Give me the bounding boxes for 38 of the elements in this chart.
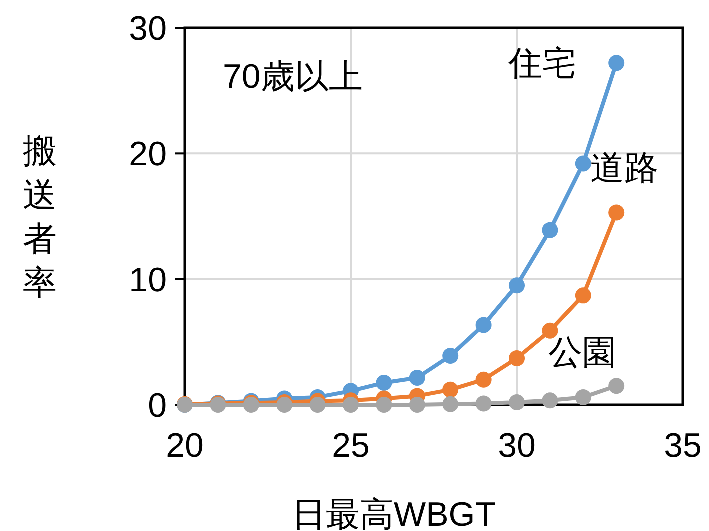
- point: [409, 397, 426, 413]
- y-tick-label: 0: [148, 387, 167, 425]
- point: [476, 372, 492, 388]
- x-tick-label: 30: [498, 427, 536, 465]
- x-tick-label: 25: [332, 427, 370, 465]
- point: [575, 389, 592, 406]
- point: [476, 317, 492, 334]
- y-tick-label: 30: [129, 10, 167, 48]
- point: [442, 348, 459, 364]
- point: [442, 382, 459, 398]
- point: [476, 396, 492, 412]
- x-tick-label: 20: [166, 427, 204, 465]
- annotation: 70歳以上: [223, 58, 363, 96]
- point: [509, 394, 525, 410]
- series-label: 公園: [548, 334, 617, 372]
- point: [409, 370, 426, 386]
- point: [575, 156, 592, 172]
- y-tick-label: 20: [129, 136, 167, 174]
- series-label: 住宅: [508, 45, 577, 84]
- point: [608, 378, 625, 394]
- point: [310, 397, 326, 413]
- point: [343, 397, 359, 413]
- x-tick-label: 35: [664, 427, 702, 465]
- point: [608, 55, 625, 72]
- point: [608, 204, 625, 221]
- point: [575, 288, 592, 304]
- point: [276, 397, 293, 413]
- point: [509, 350, 525, 367]
- point: [542, 392, 558, 409]
- point: [542, 222, 558, 238]
- y-tick-label: 10: [129, 261, 167, 300]
- point: [442, 396, 459, 412]
- y-axis-title: 搬送者率: [23, 132, 57, 302]
- point: [509, 278, 525, 294]
- point: [376, 397, 392, 413]
- series-label: 道路: [590, 150, 659, 188]
- point: [376, 375, 392, 392]
- x-axis-title: 日最高WBGT: [292, 496, 496, 531]
